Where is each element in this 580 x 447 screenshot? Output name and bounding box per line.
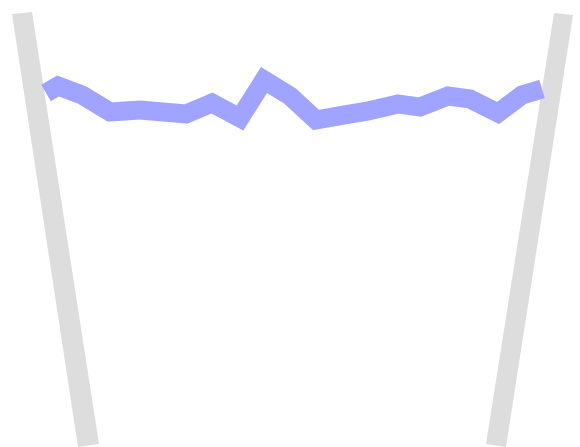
liquid-surface-line [41,66,545,131]
left-wall [12,12,99,447]
right-wall [486,13,573,447]
